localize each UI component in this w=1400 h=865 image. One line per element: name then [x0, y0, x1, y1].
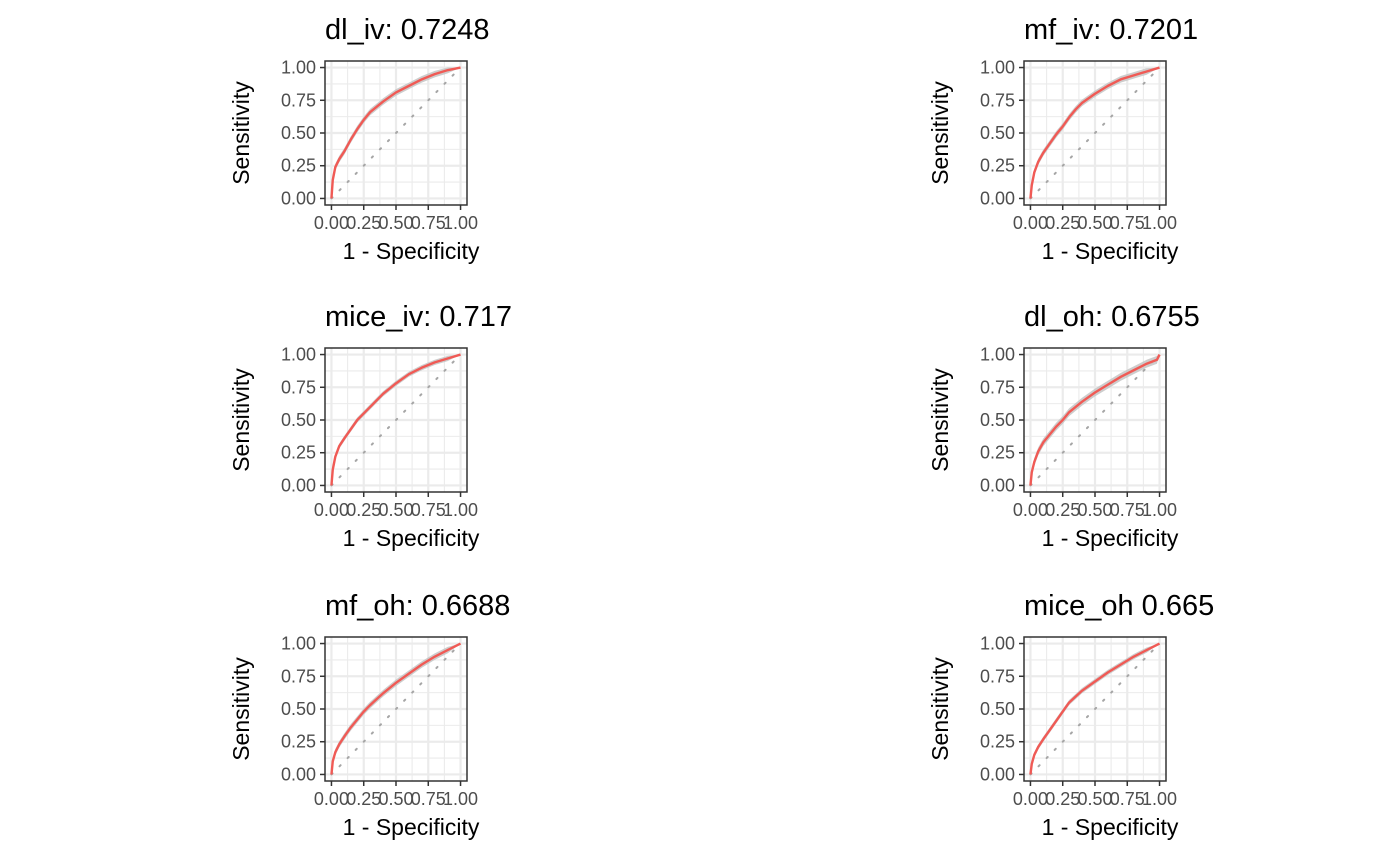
x-tick-label: 0.75 [411, 213, 446, 233]
y-tick-label: 0.75 [281, 90, 316, 110]
x-axis-label: 1 - Specificity [1042, 814, 1179, 840]
reference-diagonal [330, 642, 462, 776]
reference-diagonal [1029, 353, 1161, 487]
roc-panel-4: dl_oh: 0.67550.000.250.500.751.000.000.2… [927, 301, 1200, 551]
x-tick-label: 0.00 [1013, 789, 1048, 809]
y-tick-label: 0.00 [281, 475, 316, 495]
y-tick-label: 0.25 [980, 732, 1015, 752]
x-tick-label: 0.00 [314, 500, 349, 520]
roc-panel-5: mf_oh: 0.66880.000.250.500.751.000.000.2… [228, 590, 510, 840]
y-tick-label: 0.25 [980, 156, 1015, 176]
x-tick-label: 0.25 [346, 213, 381, 233]
x-tick-label: 0.50 [1077, 213, 1112, 233]
roc-panel-1: dl_iv: 0.72480.000.250.500.751.000.000.2… [228, 14, 489, 264]
roc-curve [1029, 66, 1160, 199]
x-tick-label: 0.00 [314, 213, 349, 233]
y-axis-label: Sensitivity [228, 368, 254, 472]
panel-title: dl_oh: 0.6755 [1024, 301, 1200, 333]
reference-diagonal [330, 66, 462, 200]
y-tick-label: 1.00 [281, 345, 316, 365]
panel-title: mice_iv: 0.717 [325, 301, 512, 333]
x-tick-label: 0.25 [1045, 213, 1080, 233]
y-tick-label: 1.00 [281, 58, 316, 78]
y-axis-label: Sensitivity [927, 368, 953, 472]
reference-diagonal [330, 353, 462, 487]
roc-curve [1029, 642, 1161, 775]
x-tick-label: 0.00 [1013, 213, 1048, 233]
x-tick-label: 1.00 [443, 789, 478, 809]
roc-curve [330, 353, 461, 486]
y-tick-label: 0.75 [980, 666, 1015, 686]
y-tick-label: 0.50 [281, 410, 316, 430]
roc-curve [1029, 354, 1161, 486]
y-tick-label: 0.50 [980, 699, 1015, 719]
x-tick-label: 0.25 [346, 789, 381, 809]
x-axis-label: 1 - Specificity [343, 238, 480, 264]
x-tick-label: 0.00 [314, 789, 349, 809]
x-axis-label: 1 - Specificity [343, 525, 480, 551]
x-tick-label: 0.75 [1110, 500, 1145, 520]
x-tick-label: 1.00 [1142, 500, 1177, 520]
x-axis-label: 1 - Specificity [1042, 525, 1179, 551]
roc-curve [330, 642, 462, 775]
x-tick-label: 1.00 [443, 500, 478, 520]
reference-diagonal [1029, 642, 1161, 776]
x-tick-label: 0.50 [378, 213, 413, 233]
y-tick-label: 0.50 [980, 123, 1015, 143]
x-tick-label: 0.00 [1013, 500, 1048, 520]
x-tick-label: 0.75 [1110, 789, 1145, 809]
confidence-band [1030, 354, 1160, 486]
x-tick-label: 1.00 [1142, 213, 1177, 233]
y-tick-label: 0.00 [980, 188, 1015, 208]
x-tick-label: 0.25 [346, 500, 381, 520]
y-tick-label: 0.25 [281, 732, 316, 752]
x-axis-label: 1 - Specificity [1042, 238, 1179, 264]
roc-curve [330, 66, 461, 199]
roc-panel-6: mice_oh 0.6650.000.250.500.751.000.000.2… [927, 590, 1214, 840]
y-axis-label: Sensitivity [927, 657, 953, 761]
x-tick-label: 0.50 [1077, 500, 1112, 520]
roc-panel-2: mf_iv: 0.72010.000.250.500.751.000.000.2… [927, 14, 1198, 264]
y-tick-label: 0.50 [281, 699, 316, 719]
panel-title: mf_iv: 0.7201 [1024, 14, 1198, 46]
y-tick-label: 0.50 [281, 123, 316, 143]
panel-title: dl_iv: 0.7248 [325, 14, 489, 46]
y-tick-label: 1.00 [980, 58, 1015, 78]
x-tick-label: 0.75 [411, 500, 446, 520]
x-tick-label: 0.75 [1110, 213, 1145, 233]
y-tick-label: 0.75 [980, 377, 1015, 397]
y-tick-label: 0.25 [281, 156, 316, 176]
x-tick-label: 0.50 [378, 500, 413, 520]
x-tick-label: 1.00 [1142, 789, 1177, 809]
roc-panel-3: mice_iv: 0.7170.000.250.500.751.000.000.… [228, 301, 512, 551]
y-tick-label: 0.50 [980, 410, 1015, 430]
reference-diagonal [1029, 66, 1161, 200]
x-axis-label: 1 - Specificity [343, 814, 480, 840]
x-tick-label: 0.25 [1045, 789, 1080, 809]
y-axis-label: Sensitivity [228, 81, 254, 185]
panel-title: mice_oh 0.665 [1024, 590, 1214, 622]
x-tick-label: 0.50 [378, 789, 413, 809]
y-tick-label: 0.75 [281, 377, 316, 397]
y-tick-label: 0.00 [281, 764, 316, 784]
y-tick-label: 0.00 [980, 475, 1015, 495]
y-tick-label: 1.00 [980, 634, 1015, 654]
y-tick-label: 0.25 [281, 443, 316, 463]
y-tick-label: 0.75 [281, 666, 316, 686]
y-tick-label: 1.00 [281, 634, 316, 654]
y-axis-label: Sensitivity [228, 657, 254, 761]
y-tick-label: 1.00 [980, 345, 1015, 365]
y-axis-label: Sensitivity [927, 81, 953, 185]
x-tick-label: 0.50 [1077, 789, 1112, 809]
y-tick-label: 0.75 [980, 90, 1015, 110]
x-tick-label: 1.00 [443, 213, 478, 233]
x-tick-label: 0.25 [1045, 500, 1080, 520]
panel-title: mf_oh: 0.6688 [325, 590, 510, 622]
y-tick-label: 0.00 [980, 764, 1015, 784]
y-tick-label: 0.25 [980, 443, 1015, 463]
y-tick-label: 0.00 [281, 188, 316, 208]
x-tick-label: 0.75 [411, 789, 446, 809]
